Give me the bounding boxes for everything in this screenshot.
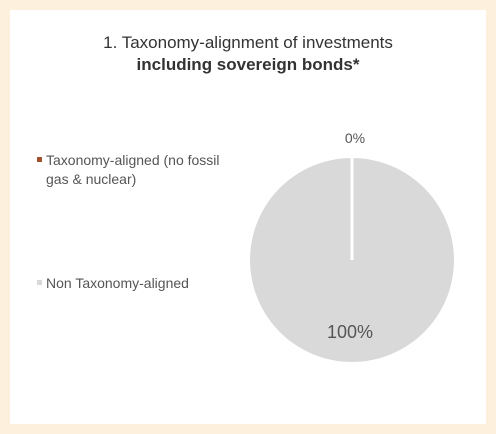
legend-swatch-non-taxonomy-aligned: [37, 280, 42, 285]
chart-card: 1. Taxonomy-alignment of investments inc…: [10, 10, 486, 424]
chart-subtitle: including sovereign bonds*: [136, 55, 360, 74]
data-label-taxonomy-aligned: 0%: [344, 130, 366, 146]
pie-chart: [250, 158, 454, 362]
legend-label-taxonomy-aligned: Taxonomy-aligned (no fossil gas & nuclea…: [46, 152, 220, 187]
data-label-non-taxonomy-aligned: 100%: [326, 322, 374, 342]
legend-swatch-taxonomy-aligned: [37, 157, 42, 162]
chart-title: 1. Taxonomy-alignment of investments: [103, 33, 393, 52]
legend-entry-taxonomy-aligned: Taxonomy-aligned (no fossil gas & nuclea…: [37, 151, 236, 189]
legend-label-non-taxonomy-aligned: Non Taxonomy-aligned: [46, 275, 189, 291]
legend-entry-non-taxonomy-aligned: Non Taxonomy-aligned: [37, 274, 266, 293]
